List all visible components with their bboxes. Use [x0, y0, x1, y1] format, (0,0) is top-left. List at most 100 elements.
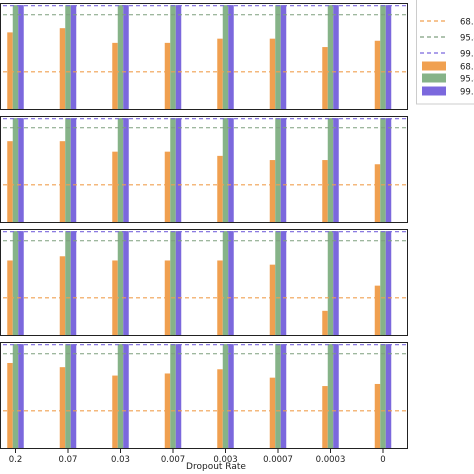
- bar: [380, 5, 386, 111]
- bar: [65, 344, 71, 449]
- legend-bar-swatch: [422, 61, 446, 71]
- bar: [59, 28, 66, 111]
- bar: [18, 118, 24, 223]
- bar: [175, 5, 182, 111]
- legend-label: 99.7: [460, 88, 474, 98]
- bar: [333, 231, 339, 336]
- bar: [217, 369, 223, 449]
- bar: [380, 118, 386, 223]
- bar: [222, 231, 229, 336]
- x-axis-ticks: 0.2 0.07 0.03 0.007 0.003 0.0007 0.0003 0: [9, 449, 386, 465]
- bar: [275, 118, 281, 223]
- bar: [380, 344, 386, 449]
- bar: [322, 160, 328, 223]
- legend-label: 68.2: [460, 63, 474, 73]
- bar: [385, 118, 392, 223]
- bar: [269, 160, 276, 223]
- bar: [327, 118, 334, 223]
- bar: [59, 367, 66, 449]
- bar: [123, 231, 129, 336]
- legend-label: 95.4: [460, 75, 474, 85]
- legend-bar-swatch: [422, 73, 446, 83]
- bar: [374, 40, 381, 110]
- bar: [228, 118, 234, 223]
- bar: [18, 5, 24, 111]
- bar: [18, 231, 24, 336]
- panel-frame: [0, 342, 408, 449]
- bar: [164, 151, 171, 223]
- legend-label: 95.4: [460, 34, 474, 44]
- bar: [170, 231, 176, 336]
- bar: [217, 38, 223, 110]
- legend: 68.2 95.4 99.7 68.2 95.4 99.7: [416, 0, 474, 105]
- bar: [280, 231, 287, 336]
- bar: [333, 344, 339, 449]
- bar: [65, 231, 71, 336]
- bar: [280, 5, 287, 111]
- bar: [164, 42, 171, 110]
- bar: [7, 32, 13, 111]
- bar: [123, 118, 129, 223]
- panel-frame: [0, 116, 408, 223]
- bar: [112, 151, 118, 223]
- bar: [170, 344, 176, 449]
- x-tick-label: 0.007: [161, 455, 185, 465]
- bar: [275, 344, 281, 449]
- panel-frame: [0, 3, 408, 110]
- bar: [269, 377, 276, 449]
- x-tick-label: 0.003: [213, 455, 237, 465]
- bar: [112, 375, 118, 449]
- legend-label: 99.7: [460, 50, 474, 60]
- bar: [12, 344, 19, 449]
- bar: [333, 5, 339, 111]
- bar: [59, 141, 66, 223]
- bar: [117, 231, 124, 336]
- bar: [170, 118, 176, 223]
- bar: [117, 344, 124, 449]
- bar: [18, 344, 24, 449]
- bar: [175, 231, 182, 336]
- panel-3: [0, 229, 408, 336]
- bar: [385, 231, 392, 336]
- bar: [374, 383, 381, 449]
- x-axis-label: Dropout Rate: [186, 462, 246, 472]
- legend-label: 68.2: [460, 18, 474, 28]
- bar: [12, 231, 19, 336]
- panel-2: [0, 116, 408, 223]
- legend-bar-swatch: [422, 86, 446, 96]
- x-tick-label: 0: [380, 455, 385, 465]
- bar: [70, 344, 77, 449]
- bar: [65, 118, 71, 223]
- bar: [327, 5, 334, 111]
- bar: [117, 118, 124, 223]
- bar: [374, 164, 381, 223]
- panel-4: [0, 342, 408, 449]
- x-tick-label: 0.2: [9, 455, 23, 465]
- bar: [322, 386, 328, 449]
- bar: [175, 344, 182, 449]
- bar: [7, 362, 13, 449]
- bar: [333, 118, 339, 223]
- bar: [280, 344, 287, 449]
- bar: [380, 231, 386, 336]
- bar: [228, 5, 234, 111]
- bar: [327, 344, 334, 449]
- panel-frame: [0, 229, 408, 336]
- bar: [70, 231, 77, 336]
- x-tick-label: 0.07: [59, 455, 78, 465]
- panel-1: [0, 3, 408, 111]
- x-tick-label: 0.0003: [316, 455, 346, 465]
- bar: [385, 5, 392, 111]
- bar: [7, 141, 13, 223]
- bar: [222, 5, 229, 111]
- bar: [385, 344, 392, 449]
- bar: [322, 310, 328, 336]
- bar: [228, 231, 234, 336]
- bar: [327, 231, 334, 336]
- bar: [65, 5, 71, 111]
- x-tick-label: 0.03: [111, 455, 130, 465]
- chart-panels: [0, 3, 408, 449]
- bar: [228, 344, 234, 449]
- bar: [117, 5, 124, 111]
